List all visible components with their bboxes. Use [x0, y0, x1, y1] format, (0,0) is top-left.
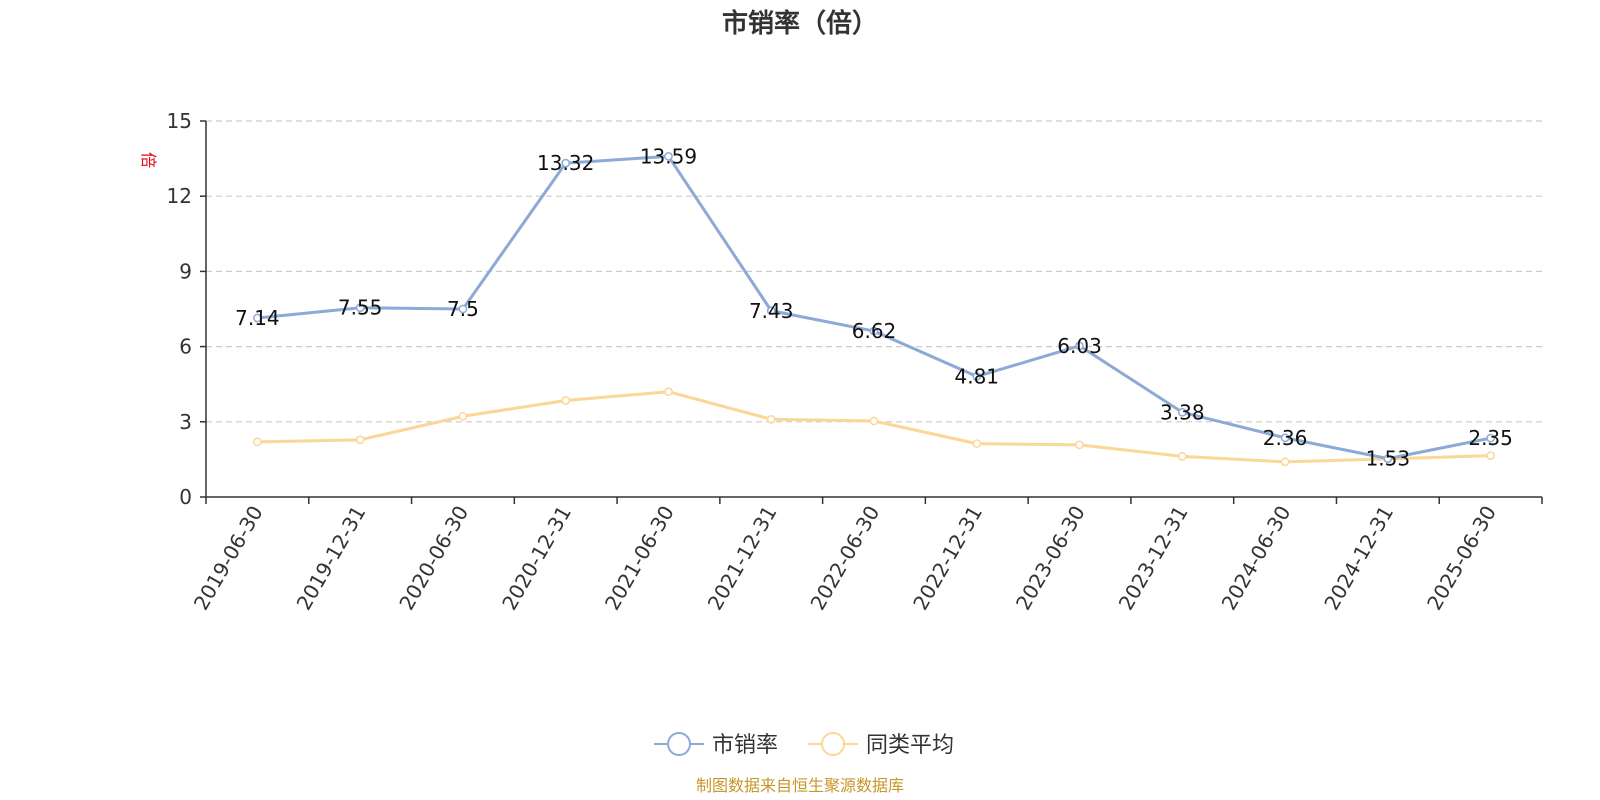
x-tick-label: 2023-12-31	[1114, 502, 1193, 615]
data-point[interactable]	[1486, 451, 1495, 460]
x-tick-label: 2019-06-30	[189, 502, 268, 615]
data-point[interactable]	[664, 151, 673, 161]
data-point[interactable]	[561, 396, 571, 405]
chart-title: 市销率（倍）	[722, 8, 878, 39]
grid-lines	[206, 120, 1542, 423]
data-point[interactable]	[1177, 407, 1187, 417]
data-point[interactable]	[766, 306, 776, 316]
data-label: 7.43	[749, 299, 794, 323]
x-tick-label: 2022-06-30	[805, 502, 884, 615]
legend-label: 同类平均	[866, 733, 954, 758]
legend-item[interactable]: 同类平均	[808, 732, 954, 758]
data-point[interactable]	[1486, 433, 1495, 443]
series-peer-average	[253, 387, 1495, 467]
y-tick-label: 6	[179, 335, 192, 359]
data-point[interactable]	[1075, 341, 1084, 351]
data-point[interactable]	[458, 411, 468, 421]
data-label: 7.14	[235, 306, 280, 330]
x-tick-label: 2019-12-31	[292, 502, 371, 615]
data-label: 4.81	[955, 364, 1000, 388]
data-label: 3.38	[1160, 400, 1205, 424]
data-point[interactable]	[458, 304, 468, 314]
data-point[interactable]	[253, 437, 262, 447]
data-point[interactable]	[664, 387, 673, 397]
legend-item[interactable]: 市销率	[654, 732, 778, 758]
data-point[interactable]	[972, 372, 982, 381]
series-layer	[253, 151, 1495, 467]
data-point[interactable]	[253, 313, 262, 323]
data-label: 7.55	[338, 296, 383, 320]
data-point[interactable]	[1075, 440, 1084, 450]
data-point[interactable]	[1383, 454, 1393, 463]
data-label: 2.35	[1468, 426, 1513, 450]
legend-circle-marker	[821, 732, 845, 756]
x-tick-label: 2020-06-30	[394, 502, 473, 615]
x-tick-label: 2025-06-30	[1422, 502, 1501, 615]
x-tick-label: 2021-06-30	[600, 502, 679, 615]
data-point[interactable]	[1177, 452, 1187, 461]
x-tick-label: 2024-06-30	[1217, 502, 1296, 615]
y-axis-ticks: 0 3 6 9 12 15	[167, 109, 206, 509]
data-point[interactable]	[355, 303, 365, 313]
data-label: 6.03	[1057, 334, 1102, 358]
data-point[interactable]	[1280, 433, 1290, 443]
data-point[interactable]	[355, 435, 365, 445]
axes	[205, 121, 1542, 498]
data-label: 7.5	[447, 297, 479, 321]
x-tick-label: 2023-06-30	[1011, 502, 1090, 615]
y-tick-label: 12	[167, 184, 192, 208]
data-label: 2.36	[1263, 426, 1308, 450]
x-tick-label: 2022-12-31	[908, 502, 987, 615]
data-label: 1.53	[1366, 447, 1411, 471]
y-tick-label: 3	[179, 410, 192, 434]
series-primary	[253, 151, 1495, 463]
data-source-note: 制图数据来自恒生聚源数据库	[696, 776, 904, 795]
data-point[interactable]	[561, 158, 571, 168]
x-axis-ticks: 2019-06-30 2019-12-31 2020-06-30 2020-12-31…	[189, 497, 1543, 615]
legend-label: 市销率	[712, 733, 778, 758]
data-label: 13.59	[640, 144, 697, 168]
data-point[interactable]	[1280, 457, 1290, 467]
y-axis-unit-label: 倍	[139, 152, 158, 168]
y-tick-label: 9	[179, 259, 192, 283]
data-label: 13.32	[537, 151, 594, 175]
y-tick-label: 15	[167, 109, 192, 133]
x-tick-label: 2020-12-31	[497, 502, 576, 615]
series-line	[257, 154, 1491, 461]
y-tick-label: 0	[179, 485, 192, 509]
legend[interactable]: 市销率 同类平均	[654, 732, 954, 758]
data-point[interactable]	[869, 416, 879, 426]
data-point[interactable]	[972, 439, 982, 448]
x-tick-label: 2024-12-31	[1319, 502, 1398, 615]
data-point[interactable]	[766, 414, 776, 424]
data-label: 6.62	[852, 319, 897, 343]
data-labels: 7.14 7.55 7.5 13.32 13.59 7.43 6.62 4.81 6.03 3.3…	[235, 144, 1513, 470]
legend-circle-marker	[667, 732, 691, 756]
x-tick-label: 2021-12-31	[703, 502, 782, 615]
data-point[interactable]	[869, 326, 879, 336]
